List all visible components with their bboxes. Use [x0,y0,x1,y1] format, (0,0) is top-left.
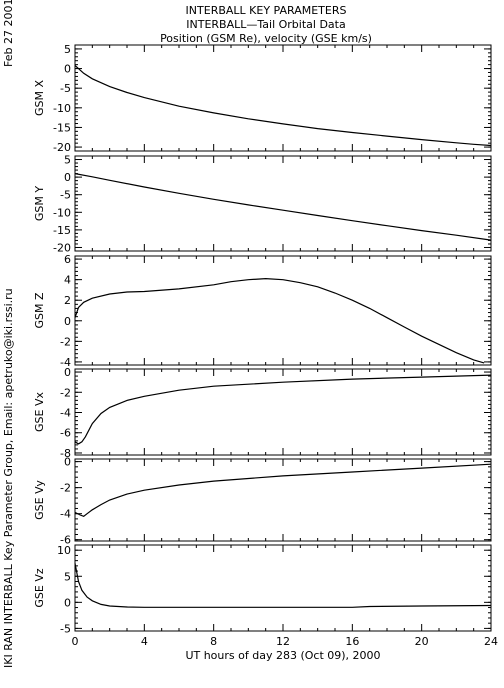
panel-frame [74,44,492,152]
y-tick-label: -6 [60,534,71,547]
x-tick-label: 12 [276,635,290,648]
panel-axis-label: GSM Z [33,292,46,328]
series-line [74,563,492,608]
y-tick-label: -20 [53,141,71,154]
series-line [74,463,492,517]
x-tick-label: 0 [72,635,79,648]
y-tick-label: 0 [64,456,71,469]
chart-title-line-3: Position (GSM Re), velocity (GSE km/s) [160,32,372,45]
panel-axis-label: GSE Vy [33,480,46,520]
panel-gsm-x: 5 0 -5 -10 -15 -20 GSM X [33,43,492,154]
y-tick-label: -4 [60,356,71,369]
panel-axis-label: GSM Y [33,186,46,221]
y-tick-label: 0 [64,171,71,184]
y-tick-label: 4 [64,274,71,287]
y-tick-label: 5 [64,43,71,56]
y-tick-label: -2 [60,335,71,348]
credit-line: IKI RAN INTERBALL Key Parameter Group, E… [2,288,15,668]
y-tick-label: 6 [64,253,71,266]
y-tick-label: 5 [64,570,71,583]
panel-gse-vx: 0 -2 -4 -6 -8 GSE Vx [33,366,492,460]
series-line [74,173,492,241]
panel-frame [74,155,492,252]
panel-frame [74,544,492,632]
chart-title-line-1: INTERBALL KEY PARAMETERS [186,4,347,17]
x-tick-label: 20 [415,635,429,648]
y-tick-label: -2 [60,482,71,495]
chart-title-line-2: INTERBALL—Tail Orbital Data [186,18,345,31]
x-axis-label: UT hours of day 283 (Oct 09), 2000 [185,649,380,662]
panel-frame [74,255,492,366]
y-tick-label: 0 [64,366,71,379]
panel-gse-vy: 0 -2 -4 -6 GSE Vy [33,456,492,547]
x-tick-label: 24 [484,635,498,648]
series-line [74,277,485,364]
y-tick-label: -5 [60,189,71,202]
panel-frame [74,458,492,542]
y-tick-label: -15 [53,224,71,237]
panel-gsm-z: 6 4 2 0 -2 -4 GSM Z [33,253,492,369]
panel-gse-vz: 10 5 0 -5 GSE Vz [33,544,492,635]
panel-gsm-y: 5 0 -5 -10 -15 -20 GSM Y [33,154,492,254]
y-tick-label: -20 [53,241,71,254]
y-tick-label: -6 [60,427,71,440]
panel-axis-label: GSE Vz [33,568,46,607]
panel-axis-label: GSE Vx [33,392,46,432]
y-tick-label: -2 [60,386,71,399]
panel-axis-label: GSM X [33,80,46,116]
y-tick-label: 0 [64,315,71,328]
y-tick-label: -8 [60,447,71,460]
y-tick-label: -4 [60,407,71,420]
y-tick-label: -10 [53,102,71,115]
series-line [74,374,492,445]
y-tick-label: 10 [57,544,71,557]
y-tick-label: 2 [64,294,71,307]
plot-date: Feb 27 2001 [2,0,15,67]
x-tick-label: 16 [345,635,359,648]
y-tick-label: -4 [60,508,71,521]
x-tick-label: 8 [210,635,217,648]
y-tick-label: 5 [64,154,71,167]
y-tick-label: -15 [53,121,71,134]
y-tick-label: -10 [53,206,71,219]
series-line [74,64,492,147]
x-tick-label: 4 [141,635,148,648]
y-tick-label: -5 [60,622,71,635]
y-tick-label: 0 [64,596,71,609]
y-tick-label: 0 [64,63,71,76]
y-tick-label: -5 [60,82,71,95]
